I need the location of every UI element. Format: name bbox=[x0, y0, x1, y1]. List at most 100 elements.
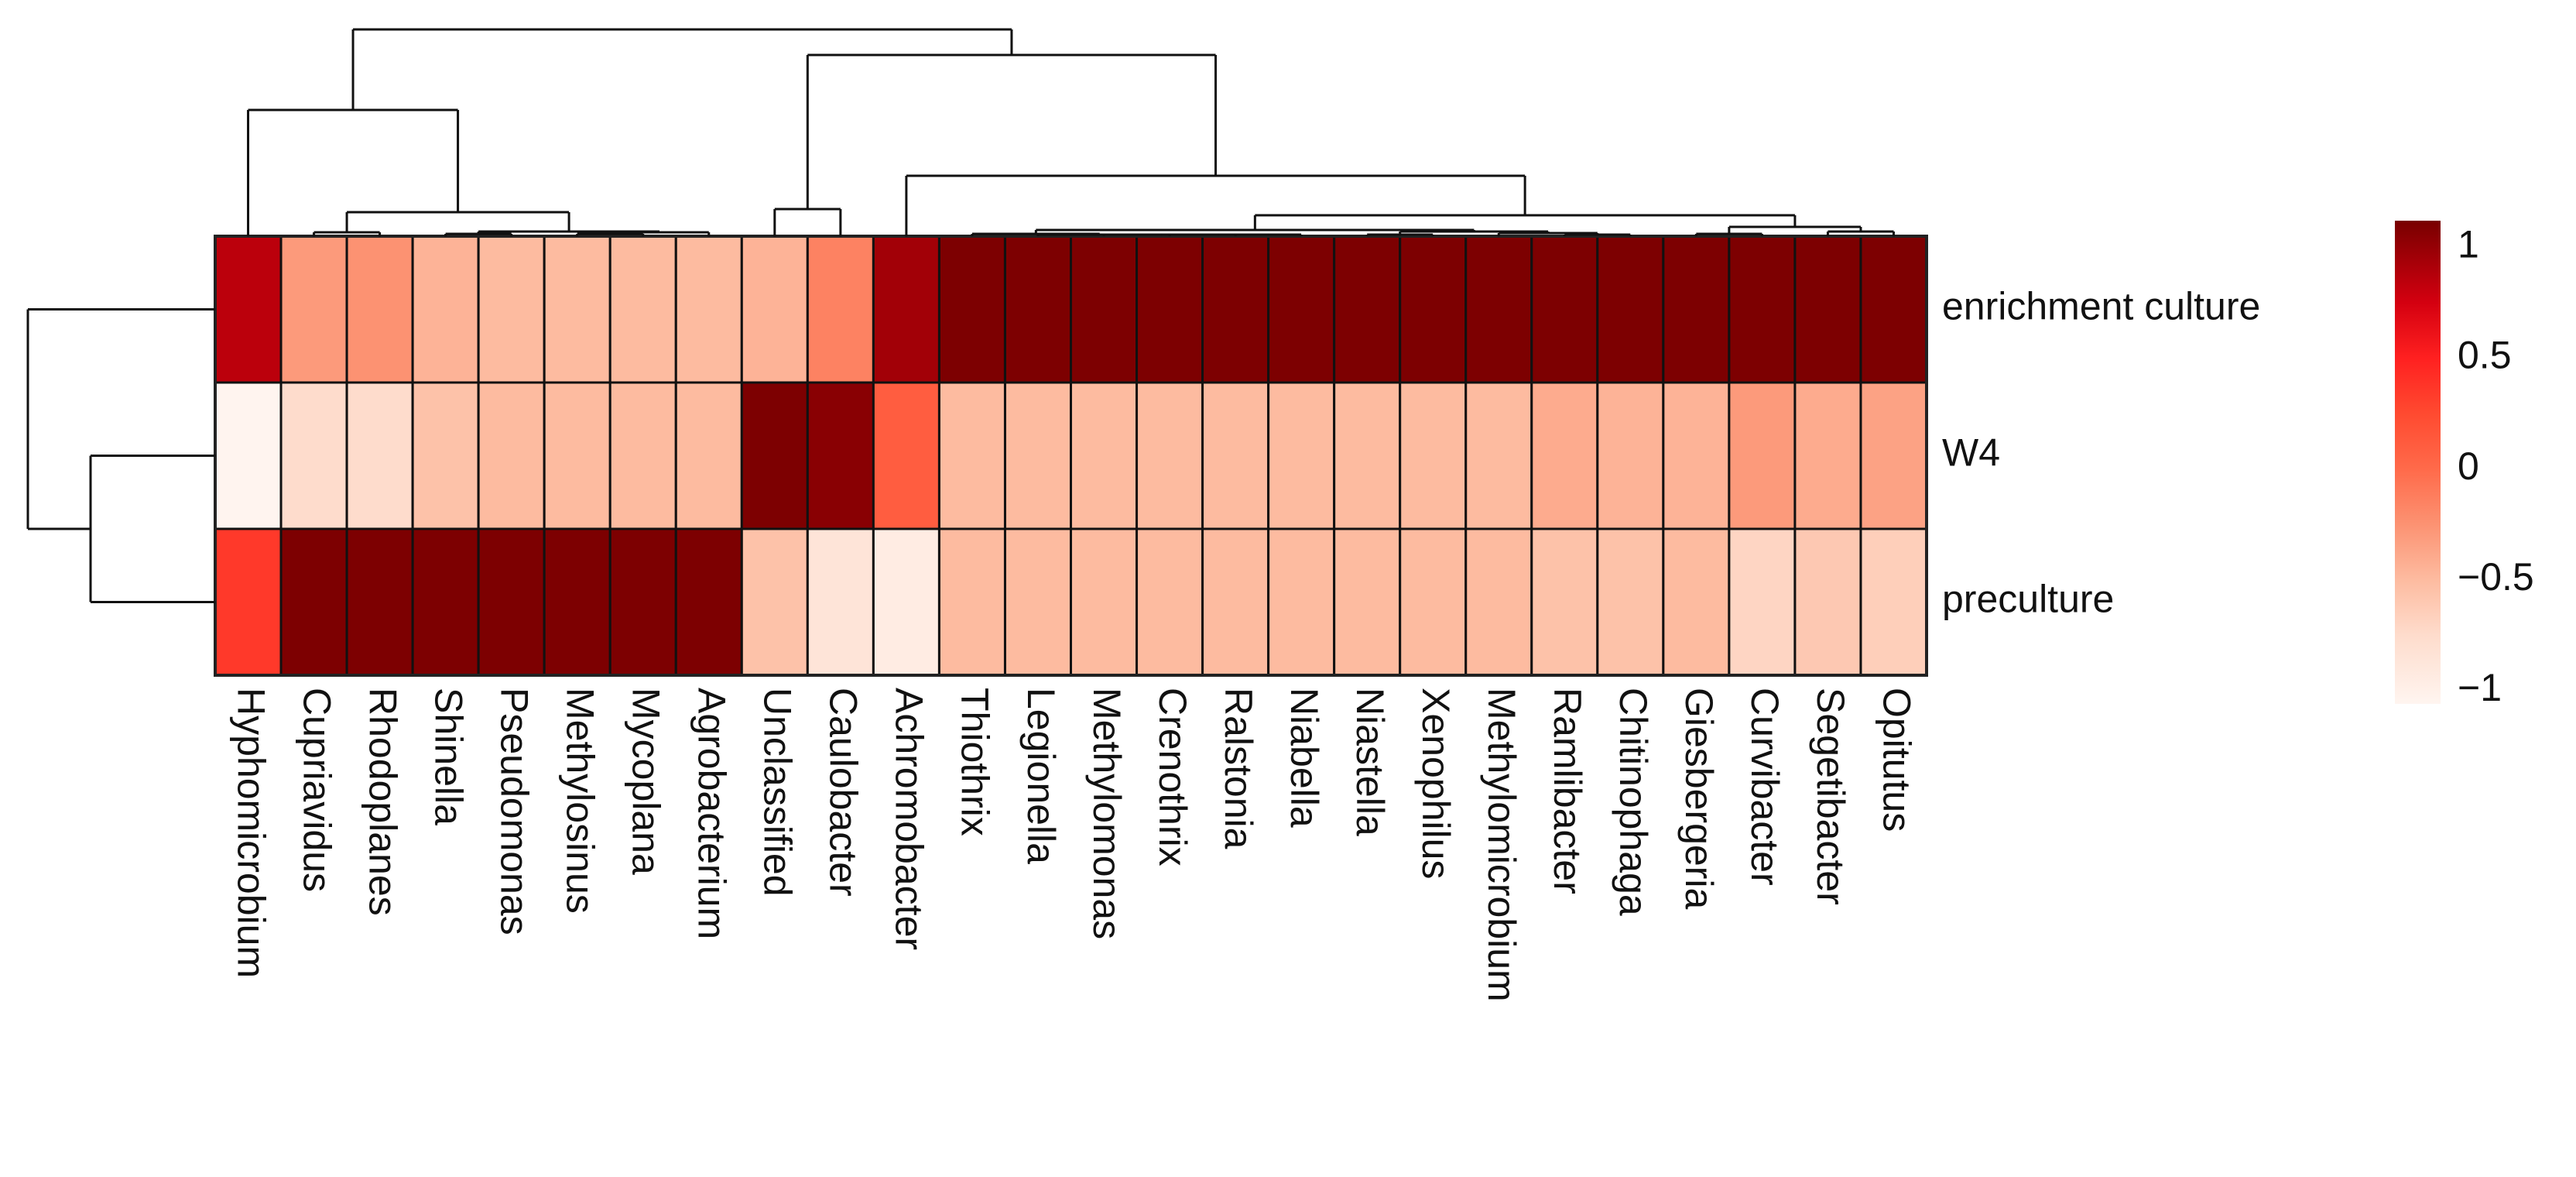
heatmap-cell bbox=[1793, 527, 1862, 677]
column-label: Curvibacter bbox=[1743, 688, 1786, 886]
column-label: Rhodoplanes bbox=[361, 688, 404, 916]
heatmap-cell bbox=[411, 381, 480, 530]
heatmap-cell bbox=[1859, 381, 1928, 530]
heatmap-cell bbox=[477, 381, 546, 530]
heatmap-cell bbox=[674, 235, 743, 384]
heatmap-cell bbox=[1464, 527, 1533, 677]
heatmap-cell bbox=[806, 527, 875, 677]
column-label: Giesbergeria bbox=[1677, 688, 1721, 909]
heatmap-cell bbox=[740, 235, 809, 384]
color-legend: 1 0.5 0 −0.5 −1 bbox=[2395, 221, 2534, 709]
heatmap-cell bbox=[1201, 527, 1270, 677]
row-label: W4 bbox=[1942, 431, 2000, 475]
heatmap-cell bbox=[1267, 527, 1336, 677]
heatmap-cell bbox=[872, 527, 940, 677]
heatmap-cell bbox=[214, 527, 283, 677]
heatmap-cell bbox=[1596, 235, 1665, 384]
column-label: Opitutus bbox=[1875, 688, 1918, 832]
column-label: Methylomicrobium bbox=[1480, 688, 1523, 1002]
heatmap-cell bbox=[1530, 235, 1599, 384]
heatmap-cell bbox=[740, 381, 809, 530]
heatmap-cell bbox=[1464, 381, 1533, 530]
heatmap-cell bbox=[1003, 381, 1073, 530]
column-label: Pseudomonas bbox=[492, 688, 536, 935]
heatmap-cell bbox=[1793, 381, 1862, 530]
heatmap-cell bbox=[1793, 235, 1862, 384]
heatmap-cell bbox=[806, 235, 875, 384]
colorbar-tick-label: −1 bbox=[2458, 666, 2502, 709]
row-label: preculture bbox=[1942, 578, 2114, 621]
heatmap-cell bbox=[345, 235, 414, 384]
heatmap-cell bbox=[1662, 235, 1731, 384]
column-label: Achromobacter bbox=[888, 688, 931, 950]
heatmap-cell bbox=[608, 381, 677, 530]
column-label: Shinella bbox=[426, 688, 470, 825]
column-label: Mycoplana bbox=[625, 688, 668, 875]
colorbar-tick-label: −0.5 bbox=[2458, 555, 2534, 599]
heatmap-cell bbox=[1399, 381, 1468, 530]
heatmap-cell bbox=[345, 381, 414, 530]
column-label: Legionella bbox=[1019, 688, 1063, 864]
heatmap-cell bbox=[279, 527, 348, 677]
heatmap-cell bbox=[674, 381, 743, 530]
heatmap-cell bbox=[1399, 527, 1468, 677]
heatmap-cell bbox=[1662, 527, 1731, 677]
column-label: Xenophilus bbox=[1414, 688, 1458, 879]
column-label: Methylosinus bbox=[559, 688, 602, 914]
column-label: Chitinophaga bbox=[1612, 688, 1655, 916]
row-label: enrichment culture bbox=[1942, 285, 2260, 328]
heatmap-cell bbox=[543, 235, 611, 384]
heatmap-cell bbox=[1464, 235, 1533, 384]
heatmap-cell bbox=[411, 527, 480, 677]
heatmap-cell bbox=[1201, 235, 1270, 384]
column-label: Caulobacter bbox=[822, 688, 865, 897]
column-label: Ralstonia bbox=[1217, 688, 1260, 849]
heatmap-cell bbox=[1136, 381, 1204, 530]
heatmap-cell bbox=[740, 527, 809, 677]
heatmap-cell bbox=[477, 527, 546, 677]
heatmap-cell bbox=[1728, 527, 1797, 677]
heatmap-cell bbox=[1136, 527, 1204, 677]
column-label: Agrobacterium bbox=[690, 688, 734, 939]
heatmap-cell bbox=[1596, 527, 1665, 677]
column-label: Unclassified bbox=[756, 688, 800, 897]
heatmap-cell bbox=[1003, 527, 1073, 677]
heatmap-cell bbox=[1333, 527, 1402, 677]
colorbar-gradient bbox=[2395, 221, 2441, 704]
heatmap-cell bbox=[279, 235, 348, 384]
column-label: Hyphomicrobium bbox=[229, 688, 272, 978]
heatmap-cell bbox=[1003, 235, 1073, 384]
heatmap-cell bbox=[345, 527, 414, 677]
heatmap-cell bbox=[1399, 235, 1468, 384]
heatmap-cell bbox=[1728, 235, 1797, 384]
row-labels: enrichment culture W4 preculture bbox=[1942, 285, 2260, 621]
heatmap-cell bbox=[543, 527, 611, 677]
column-label: Niastella bbox=[1348, 688, 1392, 836]
column-label: Cupriavidus bbox=[295, 688, 338, 892]
heatmap-cell bbox=[214, 235, 283, 384]
heatmap-cell bbox=[1530, 527, 1599, 677]
heatmap-cell bbox=[477, 235, 546, 384]
column-label: Ramlibacter bbox=[1546, 688, 1589, 894]
heatmap-cell bbox=[674, 527, 743, 677]
heatmap-cell bbox=[1267, 235, 1336, 384]
colorbar-tick-label: 0 bbox=[2458, 444, 2479, 488]
column-label: Niabella bbox=[1283, 688, 1326, 828]
column-label: Methylomonas bbox=[1085, 688, 1129, 939]
heatmap-cell bbox=[1859, 235, 1928, 384]
heatmap-cell bbox=[411, 235, 480, 384]
heatmap-cell bbox=[1596, 381, 1665, 530]
heatmap-cell bbox=[543, 381, 611, 530]
heatmap-cell bbox=[937, 235, 1006, 384]
heatmap-cell bbox=[937, 381, 1006, 530]
heatmap-cell bbox=[1333, 235, 1402, 384]
heatmap-cell bbox=[1859, 527, 1928, 677]
heatmap-cell bbox=[1728, 381, 1797, 530]
heatmap-cell bbox=[1201, 381, 1270, 530]
column-dendrogram bbox=[247, 28, 1895, 236]
heatmap-cell bbox=[872, 381, 940, 530]
heatmap-cell bbox=[608, 235, 677, 384]
heatmap-cell bbox=[608, 527, 677, 677]
